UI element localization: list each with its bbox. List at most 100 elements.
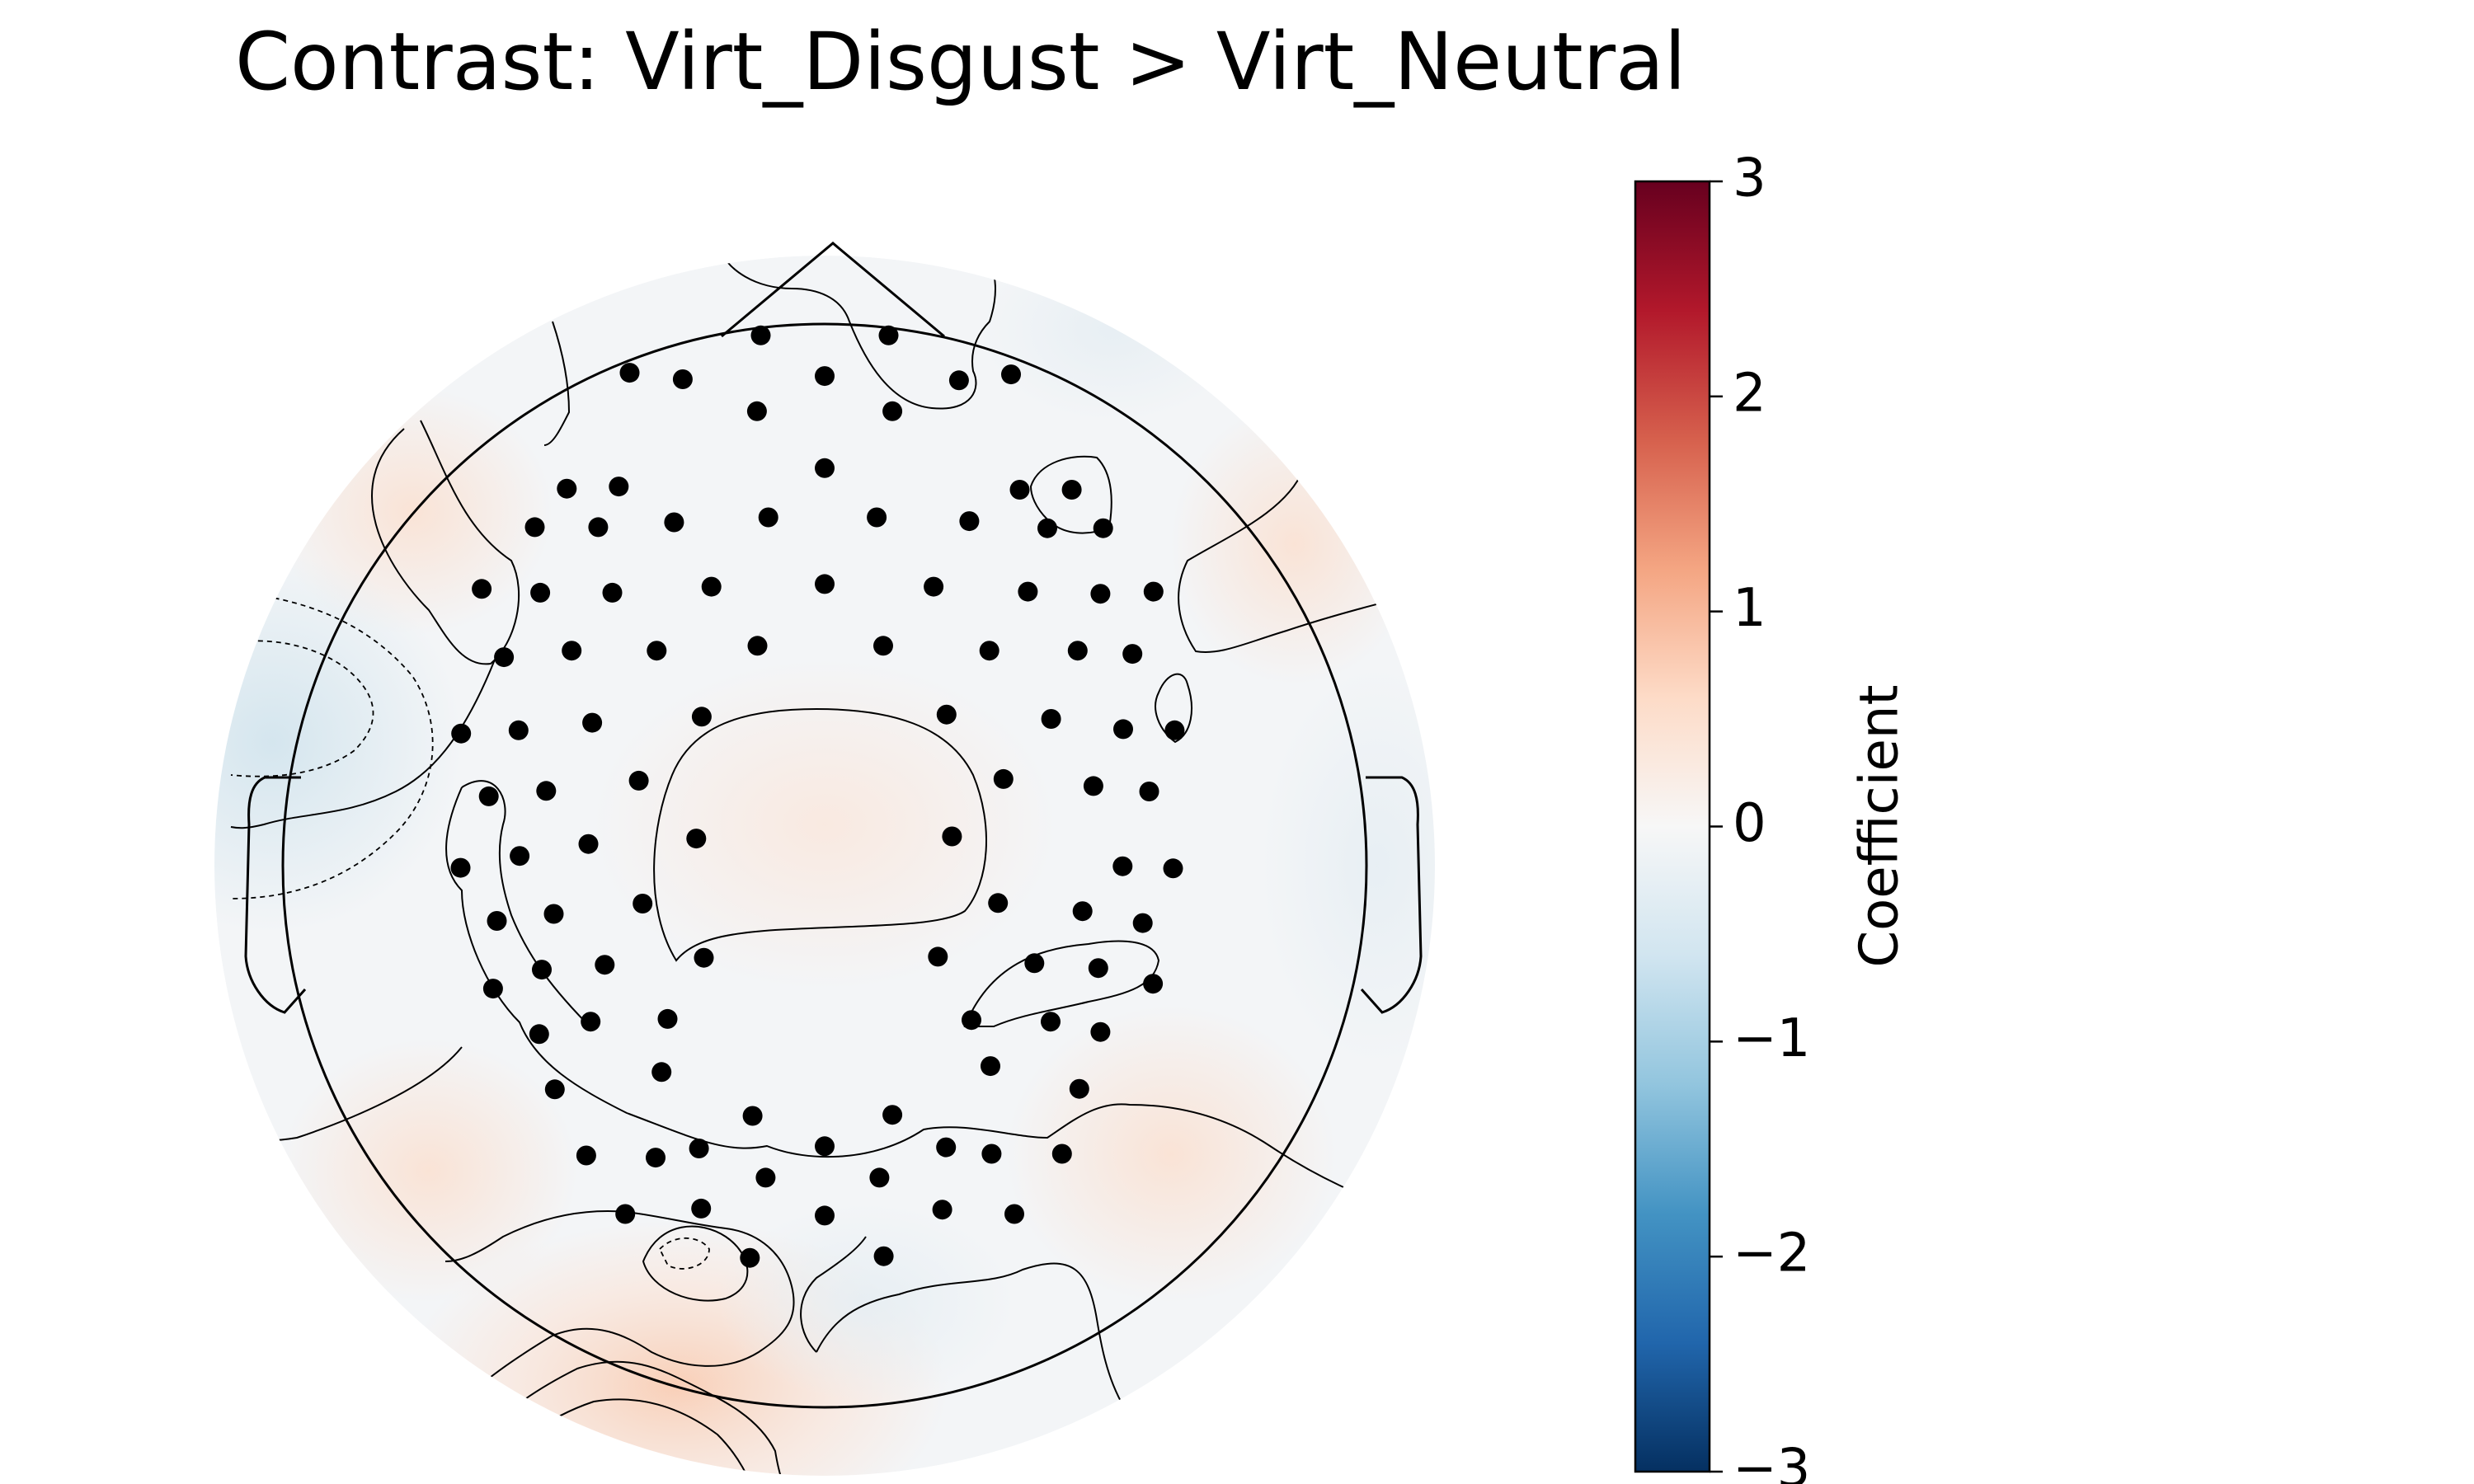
sensor-marker xyxy=(562,641,582,661)
sensor-marker xyxy=(508,720,529,740)
sensor-marker xyxy=(595,955,615,975)
sensor-marker xyxy=(689,1139,709,1158)
sensor-marker xyxy=(815,366,835,387)
sensor-marker xyxy=(524,517,545,538)
sensor-marker xyxy=(647,641,667,661)
sensor-marker xyxy=(529,1024,549,1045)
sensor-marker xyxy=(482,979,503,999)
sensor-marker xyxy=(628,770,649,791)
sensor-marker xyxy=(472,579,492,599)
right-ear xyxy=(1360,776,1423,1014)
sensor-marker xyxy=(1090,1021,1111,1042)
sensor-marker xyxy=(532,960,552,980)
sensor-marker xyxy=(544,1079,565,1100)
sensor-marker xyxy=(1112,856,1133,876)
sensor-marker xyxy=(924,576,944,597)
sensor-marker xyxy=(988,893,1009,913)
sensor-marker xyxy=(1122,644,1143,665)
sensor-marker xyxy=(1067,641,1088,661)
sensor-marker xyxy=(1143,581,1164,602)
sensor-marker xyxy=(651,1062,672,1082)
sensor-marker xyxy=(451,723,472,744)
sensor-marker xyxy=(1088,958,1108,979)
sensor-marker xyxy=(694,947,714,968)
sensor-marker xyxy=(758,507,778,528)
sensor-marker xyxy=(1018,581,1038,602)
sensor-marker xyxy=(981,1056,1000,1077)
sensor-marker xyxy=(578,834,599,854)
colorbar-tick-label: −1 xyxy=(1733,1008,1810,1069)
sensor-marker xyxy=(543,904,564,924)
sensor-marker xyxy=(576,1145,596,1166)
sensor-marker xyxy=(1009,480,1030,500)
head-circle xyxy=(281,322,1368,1409)
sensor-marker xyxy=(932,1200,952,1220)
sensor-marker xyxy=(1139,782,1159,801)
sensor-marker xyxy=(691,707,712,727)
sensor-marker xyxy=(1083,776,1103,796)
sensor-marker xyxy=(936,1137,957,1158)
sensor-marker xyxy=(1001,364,1021,385)
sensor-marker xyxy=(936,704,957,725)
sensor-marker xyxy=(494,647,515,668)
sensor-marker xyxy=(948,370,969,391)
colorbar-tick-label: 3 xyxy=(1733,148,1766,209)
sensor-marker xyxy=(510,846,530,866)
sensor-marker xyxy=(1163,858,1183,879)
sensor-marker xyxy=(878,325,899,345)
sensor-marker xyxy=(1069,1078,1089,1099)
sensor-marker xyxy=(646,1148,666,1168)
sensor-marker xyxy=(609,477,629,497)
sensor-marker xyxy=(942,826,962,847)
colorbar-gradient xyxy=(1634,180,1711,1473)
sensor-marker xyxy=(815,458,835,478)
sensor-marker xyxy=(602,582,623,603)
nose-outline xyxy=(721,242,945,338)
sensor-marker xyxy=(478,786,499,806)
sensor-marker xyxy=(536,781,557,801)
sensor-marker xyxy=(742,1106,763,1126)
colorbar-tick-label: 0 xyxy=(1733,793,1766,854)
sensor-marker xyxy=(959,511,980,532)
sensor-marker xyxy=(1037,518,1057,538)
sensor-marker xyxy=(962,1010,981,1031)
sensor-marker xyxy=(1041,1012,1061,1032)
colorbar-tick-label: −2 xyxy=(1733,1223,1810,1284)
sensor-marker xyxy=(1072,901,1093,922)
sensor-marker xyxy=(1132,913,1153,933)
sensor-marker xyxy=(633,894,653,913)
sensor-marker xyxy=(581,1012,601,1032)
sensor-marker xyxy=(672,369,693,389)
sensor-marker xyxy=(873,636,893,656)
sensor-marker xyxy=(746,401,767,421)
head-outline xyxy=(244,242,1423,1409)
colorbar-ticks: 3 2 1 0 −1 −2 −3 xyxy=(1710,148,1810,1484)
sensor-marker xyxy=(979,641,999,661)
sensor-marker xyxy=(815,574,835,594)
colorbar-label: Coefficient xyxy=(1850,684,1911,967)
contour-lines-negative xyxy=(230,593,710,1270)
sensor-marker xyxy=(1164,720,1185,740)
sensor-marker xyxy=(487,911,507,931)
sensor-marker xyxy=(750,325,771,345)
sensor-marker xyxy=(1041,709,1061,729)
sensor-marker xyxy=(815,1205,835,1226)
sensor-marker xyxy=(873,1246,894,1266)
sensor-marker xyxy=(530,582,551,603)
sensor-marker xyxy=(1024,953,1045,974)
sensor-marker xyxy=(1093,518,1113,538)
topomap-field xyxy=(214,256,1435,1476)
sensor-marker xyxy=(450,857,471,878)
left-ear xyxy=(244,776,307,1014)
sensor-marker xyxy=(615,1204,636,1224)
sensor-marker xyxy=(557,478,577,499)
sensor-marker xyxy=(1051,1144,1072,1164)
sensor-marker xyxy=(1061,480,1082,500)
sensor-marker xyxy=(619,363,640,383)
sensor-marker xyxy=(657,1008,678,1029)
sensor-marker xyxy=(993,768,1014,789)
sensor-marker xyxy=(588,517,609,538)
sensor-marker xyxy=(869,1167,890,1188)
colorbar-tick-label: −3 xyxy=(1733,1439,1810,1484)
